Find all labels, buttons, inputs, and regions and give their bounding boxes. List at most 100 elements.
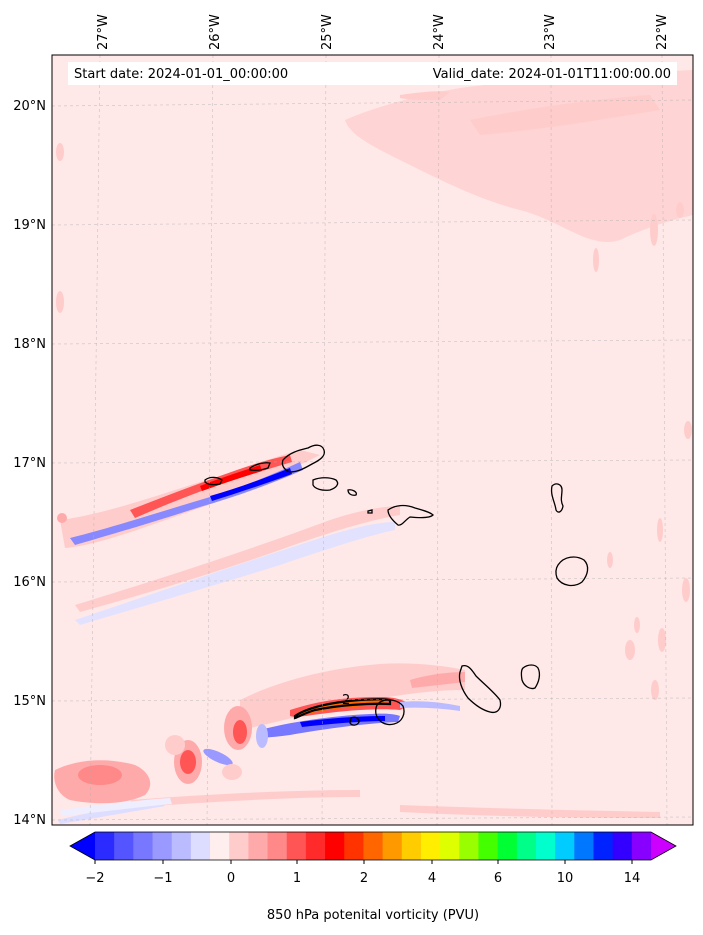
colorbar-cell [229, 832, 249, 860]
colorbar-tick-label: 1 [293, 871, 301, 886]
start-date-label: Start date: 2024-01-01_00:00:00 [74, 67, 288, 82]
pv-blob [651, 680, 659, 700]
pv-blob [657, 518, 663, 542]
colorbar-tick-label: 6 [494, 871, 502, 886]
pv-blob [593, 248, 599, 272]
colorbar-cell [95, 832, 115, 860]
island-sal [550, 483, 564, 513]
colorbar-cell [114, 832, 134, 860]
pv-streak-south-red-2 [400, 805, 660, 818]
island-santo-antao [281, 444, 326, 473]
colorbar-tick-label: 14 [624, 871, 641, 886]
lon-tick-label: 23°W [543, 14, 558, 50]
pv-blob-southwest-core [233, 720, 247, 744]
pv-blob [57, 513, 67, 523]
island-boa-vista [555, 556, 589, 587]
colorbar-cell [382, 832, 403, 860]
map-panel: 2 [51, 54, 694, 826]
colorbar-cell [325, 832, 345, 860]
colorbar-cell [612, 832, 633, 860]
colorbar-cell [631, 832, 652, 860]
colorbar-cell [210, 832, 230, 860]
lat-tick-label: 14°N [13, 813, 46, 828]
lat-tick-label: 17°N [13, 456, 46, 471]
colorbar-tick-labels: −2 −1 0 1 2 4 6 8 10 14 [85, 871, 640, 886]
colorbar-cell [497, 832, 518, 860]
pv-blob [625, 640, 635, 660]
island-brava [349, 716, 360, 726]
pv-field-streak-upper [400, 91, 450, 100]
lon-tick-labels: 27°W 26°W 25°W 24°W 23°W 22°W [96, 14, 670, 50]
lat-tick-label: 15°N [13, 694, 46, 709]
colorbar-cell [593, 832, 614, 860]
lat-tick-label: 20°N [13, 99, 46, 114]
colorbar-tick-label: 2 [360, 871, 368, 886]
colorbar-cell [555, 832, 575, 860]
contour-label: 2 [342, 693, 350, 708]
pv-blob [650, 214, 658, 246]
colorbar-cell [478, 832, 499, 860]
island-fogo [375, 699, 405, 726]
pv-blob-blue [256, 724, 268, 748]
pv-blob [56, 291, 64, 313]
pv-blob [658, 628, 666, 652]
pv-streak-south-red [130, 790, 360, 807]
island-raso [204, 476, 223, 486]
pv-blob-blue [203, 748, 233, 766]
island-santa-luzia [347, 489, 358, 496]
lon-tick-label: 22°W [655, 14, 670, 50]
pv-band-south-pale-blue [400, 701, 460, 711]
colorbar-cells [70, 832, 676, 860]
colorbar-cell [440, 832, 460, 860]
island-small-2 [249, 462, 271, 472]
colorbar-cell [420, 832, 441, 860]
colorbar: −2 −1 0 1 2 4 6 8 10 14 850 hPa potenita… [69, 831, 677, 923]
colorbar-tick-label: −2 [85, 871, 104, 886]
pv-blob [56, 143, 64, 161]
lon-tick-label: 27°W [96, 14, 111, 50]
colorbar-tick-label: 10 [557, 871, 574, 886]
lon-tick-label: 26°W [208, 14, 223, 50]
colorbar-cell [267, 832, 288, 860]
coastlines [204, 444, 589, 726]
colorbar-cell [190, 832, 211, 860]
pv-blob [607, 552, 613, 568]
graticule [51, 54, 694, 826]
colorbar-cell [401, 832, 422, 860]
lat-tick-label: 16°N [13, 575, 46, 590]
colorbar-tick-label: 4 [428, 871, 436, 886]
date-label-box [68, 62, 677, 85]
colorbar-ticks [94, 860, 633, 864]
colorbar-cell [344, 832, 364, 860]
colorbar-cell [152, 832, 173, 860]
island-santiago [458, 664, 502, 714]
map-frame [51, 54, 694, 826]
lon-tick-label: 24°W [432, 14, 447, 50]
pv-blob-southwest-core [180, 750, 196, 774]
colorbar-cell [133, 832, 154, 860]
colorbar-cell [516, 832, 537, 860]
lon-tick-label: 25°W [320, 14, 335, 50]
pv-band-north-blue [70, 462, 303, 545]
colorbar-tick-label: 0 [227, 871, 235, 886]
colorbar-cell [574, 832, 594, 860]
pv-blob [684, 421, 692, 439]
island-maio [520, 664, 541, 690]
colorbar-cell [363, 832, 384, 860]
colorbar-label: 850 hPa potenital vorticity (PVU) [267, 908, 479, 923]
lat-tick-label: 19°N [13, 218, 46, 233]
island-small [367, 509, 373, 514]
valid-date-label: Valid_date: 2024-01-01T11:00:00.00 [433, 67, 671, 82]
pv-field-northeast-streak [470, 95, 660, 135]
colorbar-cell [171, 832, 192, 860]
island-sao-nicolau [387, 504, 434, 526]
pv-blob-southwest-large-core [78, 765, 122, 785]
pv-streak-pale-red [75, 506, 400, 612]
pv-streak-south-pale [60, 798, 172, 816]
pv-contour-2 [293, 698, 392, 720]
colorbar-tick-label: −1 [153, 871, 172, 886]
colorbar-cell [535, 832, 556, 860]
colorbar-extend-low [70, 832, 95, 860]
colorbar-cell [286, 832, 307, 860]
